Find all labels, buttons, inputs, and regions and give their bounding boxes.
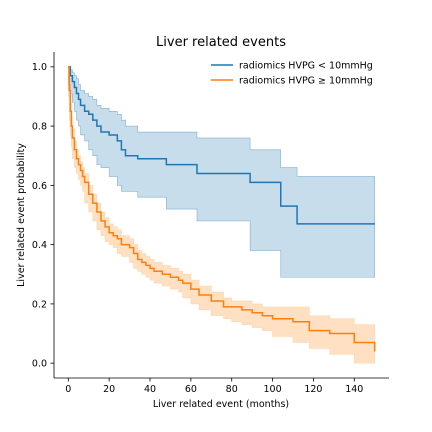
survival-curve-high — [68, 66, 376, 352]
x-tick-label: 40 — [144, 384, 156, 395]
survival-curve-low — [68, 66, 375, 225]
x-tick-label: 120 — [304, 384, 322, 395]
x-axis-label: Liver related event (months) — [153, 399, 289, 410]
x-tick-label: 0 — [65, 384, 71, 395]
x-tick-label: 60 — [185, 384, 197, 395]
y-tick-label: 0.6 — [32, 181, 47, 192]
survival-curves — [68, 66, 376, 352]
y-axis-label: Liver related event probability — [16, 143, 27, 287]
y-tick-label: 0.8 — [32, 121, 47, 132]
y-tick-label: 1.0 — [32, 62, 47, 73]
chart-title: Liver related events — [156, 35, 286, 50]
legend-label-low: radiomics HVPG < 10mmHg — [239, 61, 373, 72]
y-axis-ticks: 0.0 0.2 0.4 0.6 0.8 1.0 — [32, 62, 54, 370]
y-tick-label: 0.4 — [32, 240, 47, 251]
x-tick-label: 140 — [345, 384, 363, 395]
x-tick-label: 80 — [226, 384, 238, 395]
legend-label-high: radiomics HVPG ≥ 10mmHg — [239, 76, 373, 87]
y-tick-label: 0.0 — [32, 359, 47, 370]
x-axis-ticks: 0 20 40 60 80 100 120 140 — [65, 378, 363, 395]
legend: radiomics HVPG < 10mmHg radiomics HVPG ≥… — [211, 61, 373, 87]
x-tick-label: 100 — [263, 384, 281, 395]
y-tick-label: 0.2 — [32, 299, 47, 310]
x-tick-label: 20 — [103, 384, 115, 395]
